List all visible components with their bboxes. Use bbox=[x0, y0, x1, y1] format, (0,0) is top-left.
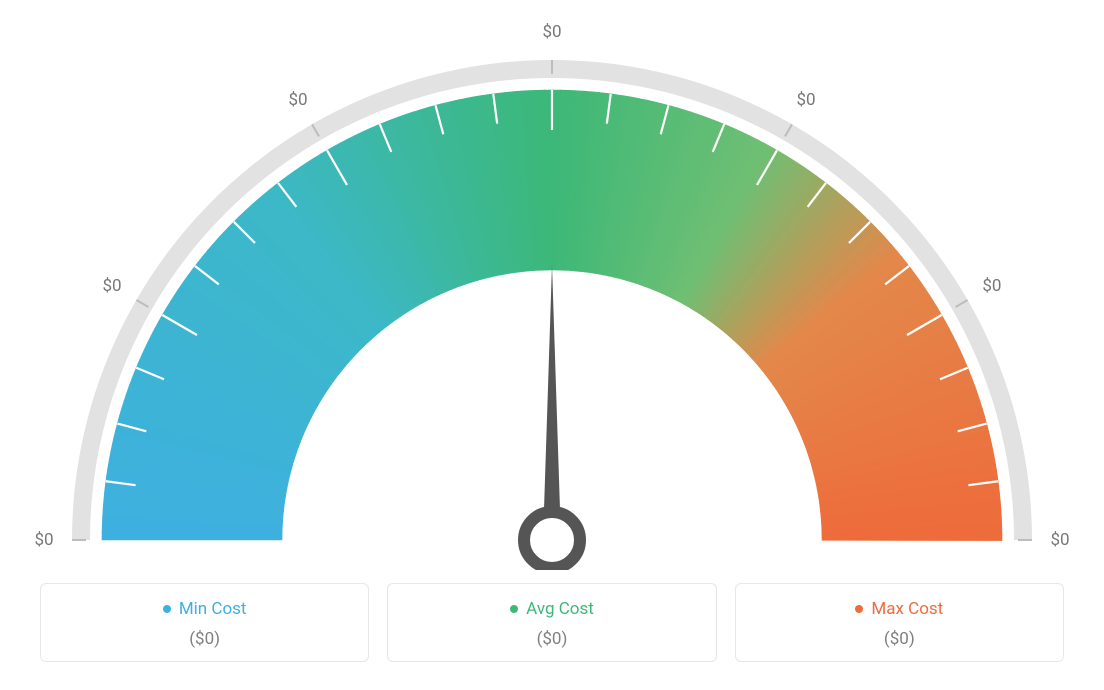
legend-label-max: Max Cost bbox=[871, 599, 943, 619]
legend-card-avg: Avg Cost ($0) bbox=[387, 583, 716, 662]
gauge-tick-label: $0 bbox=[1050, 530, 1069, 550]
legend-card-max: Max Cost ($0) bbox=[735, 583, 1064, 662]
gauge-tick-label: $0 bbox=[288, 90, 307, 110]
gauge-tick-label: $0 bbox=[796, 90, 815, 110]
legend-value-min: ($0) bbox=[51, 629, 358, 649]
legend-value-avg: ($0) bbox=[398, 629, 705, 649]
gauge-tick-label: $0 bbox=[542, 22, 561, 42]
cost-gauge-container: $0 $0 $0 $0 $0 $0 $0 Min Cost ($0) Avg Cost ($… bbox=[0, 0, 1104, 690]
gauge-svg bbox=[0, 10, 1104, 570]
dot-icon bbox=[855, 605, 863, 613]
dot-icon bbox=[163, 605, 171, 613]
legend-value-max: ($0) bbox=[746, 629, 1053, 649]
gauge-tick-label: $0 bbox=[34, 530, 53, 550]
legend-card-min: Min Cost ($0) bbox=[40, 583, 369, 662]
legend-title-min: Min Cost bbox=[163, 599, 247, 619]
dot-icon bbox=[510, 605, 518, 613]
legend-row: Min Cost ($0) Avg Cost ($0) Max Cost ($0… bbox=[40, 583, 1064, 662]
legend-title-avg: Avg Cost bbox=[510, 599, 594, 619]
legend-label-min: Min Cost bbox=[179, 599, 247, 619]
legend-label-avg: Avg Cost bbox=[526, 599, 594, 619]
gauge-chart: $0 $0 $0 $0 $0 $0 $0 bbox=[0, 0, 1104, 560]
legend-title-max: Max Cost bbox=[855, 599, 943, 619]
gauge-tick-label: $0 bbox=[982, 276, 1001, 296]
gauge-tick-label: $0 bbox=[102, 276, 121, 296]
